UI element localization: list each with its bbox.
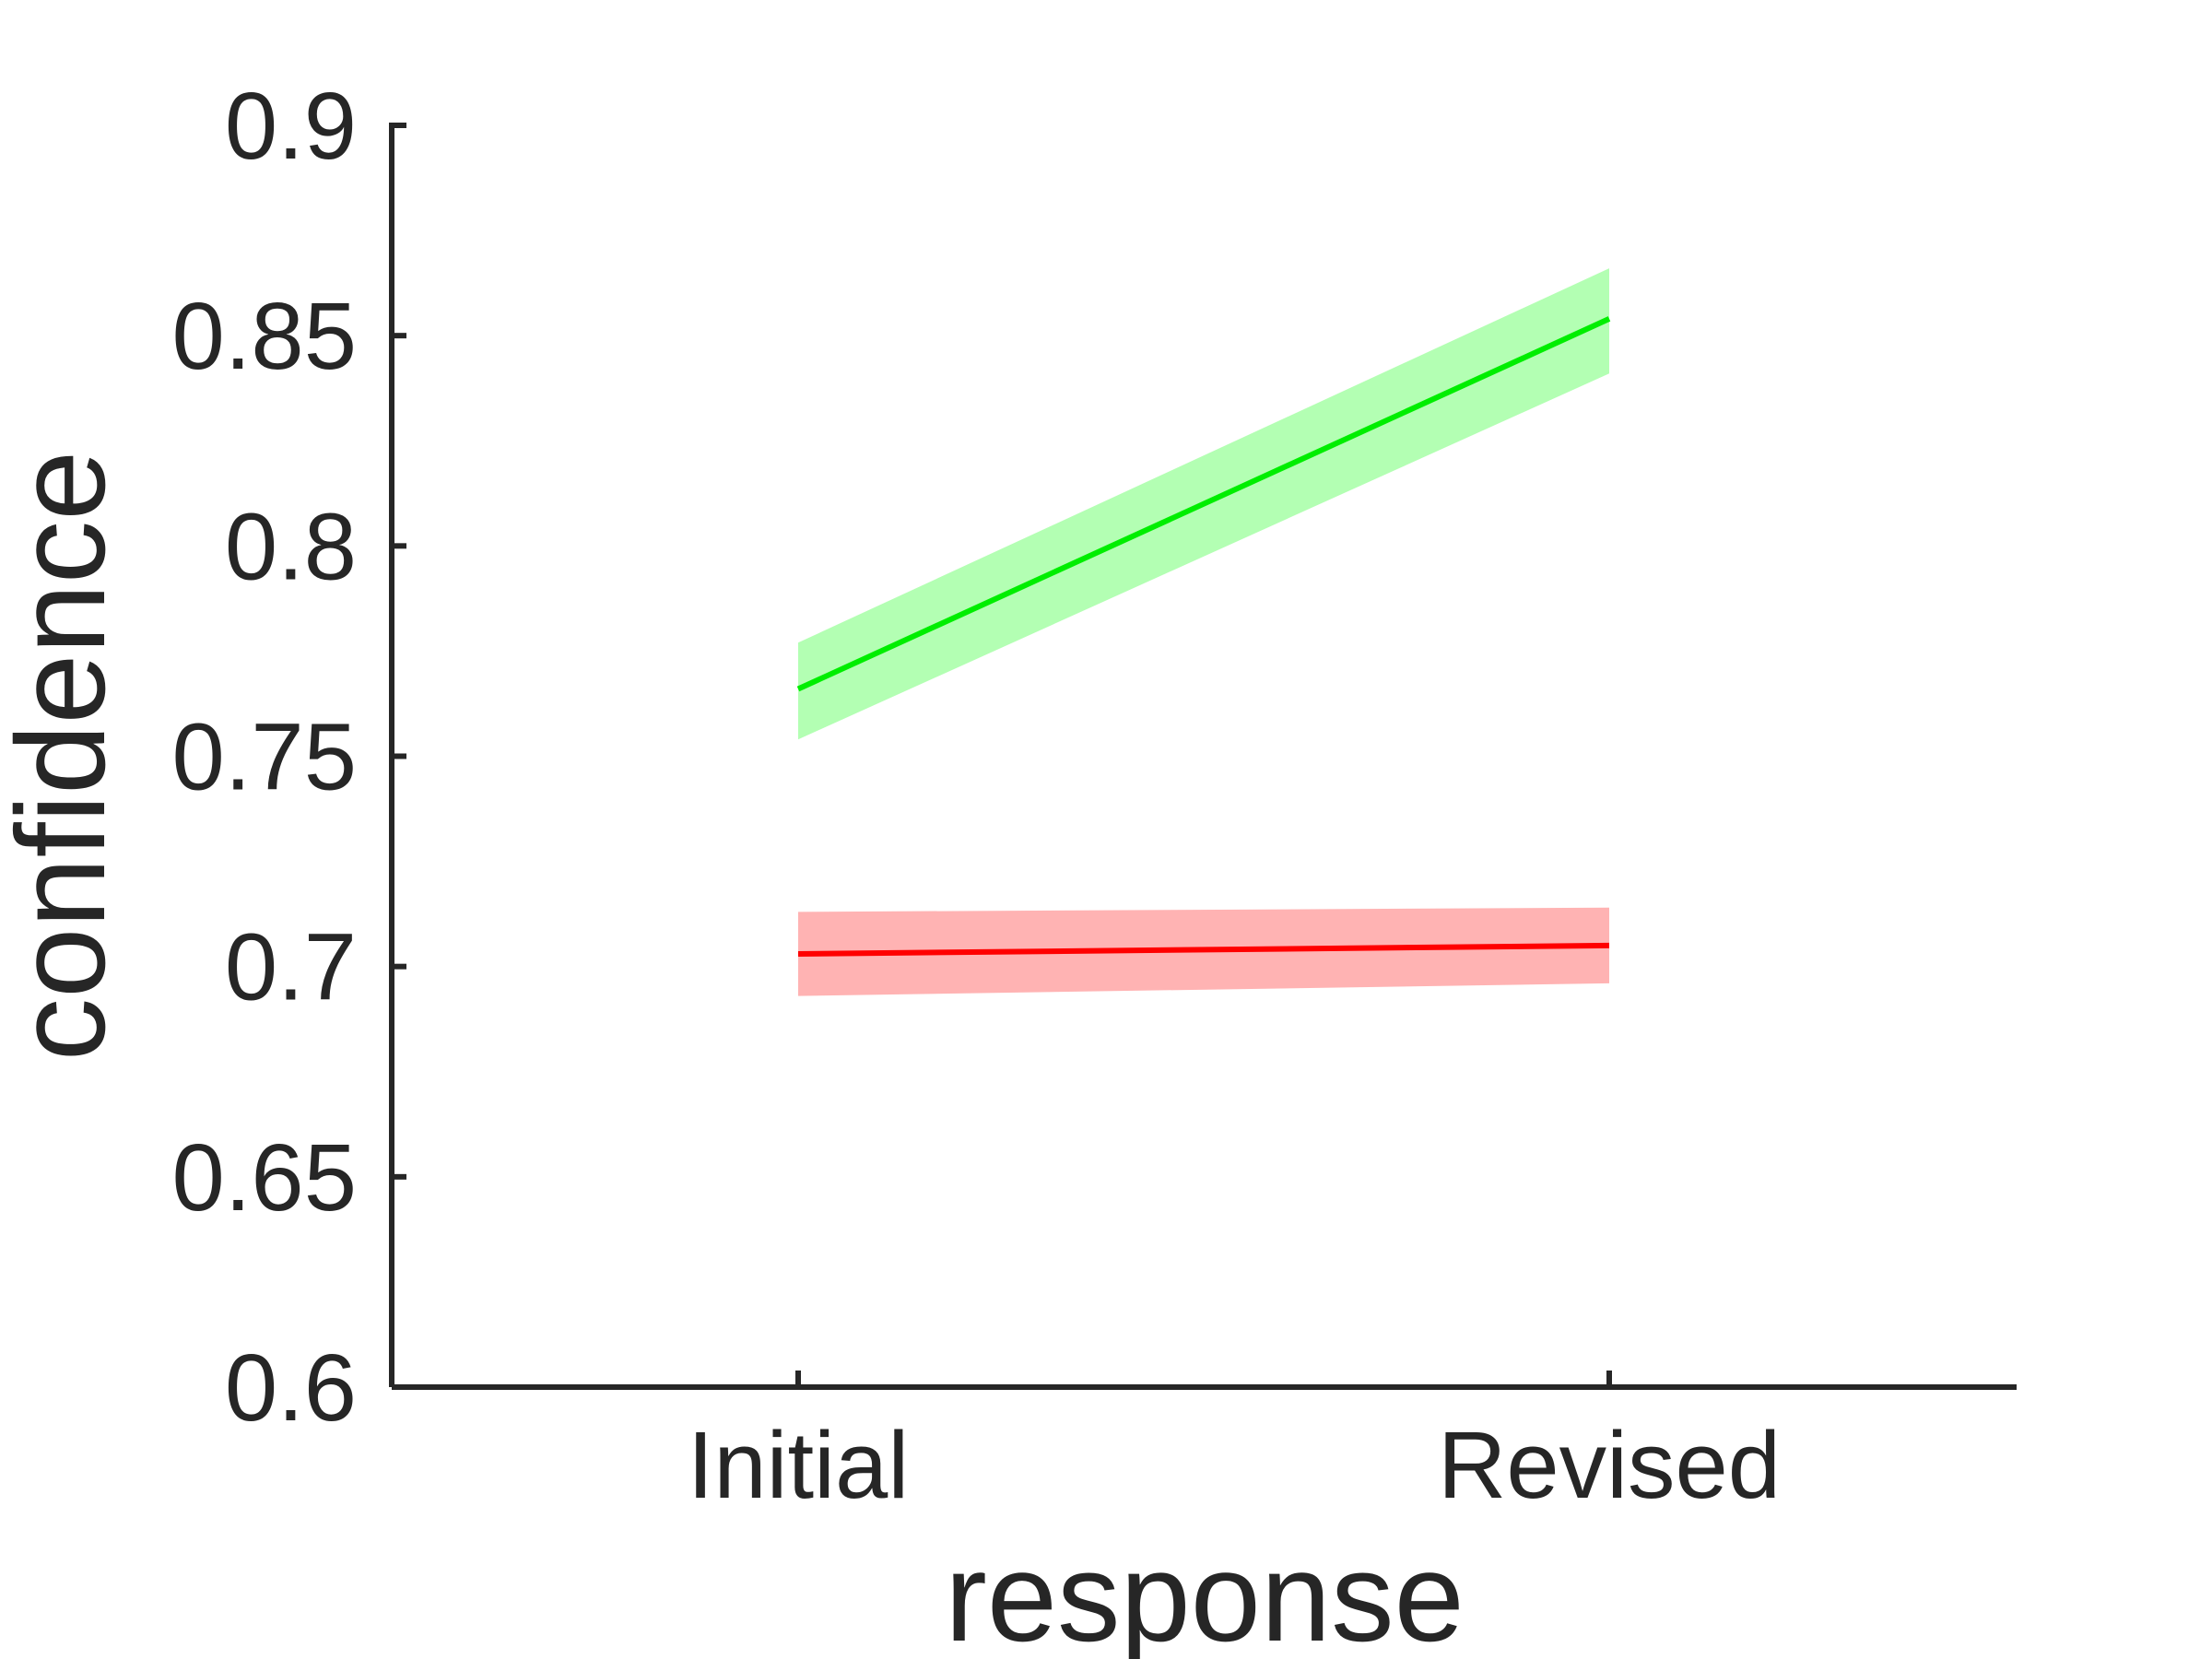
series-line-0 (796, 316, 1611, 692)
y-tick-label: 0.75 (172, 704, 357, 810)
y-tick-label: 0.7 (225, 914, 357, 1020)
series-line-1 (797, 942, 1610, 957)
y-ticks: 0.6 0.65 0.7 0.75 0.8 0.85 0.9 (172, 73, 406, 1441)
y-tick-label: 0.85 (172, 283, 357, 389)
x-ticks: Initial Revised (688, 1371, 1781, 1518)
axes (389, 123, 2017, 1390)
y-tick-label: 0.6 (225, 1335, 357, 1441)
y-tick-label: 0.65 (172, 1124, 357, 1230)
x-tick-label: Initial (688, 1412, 909, 1518)
y-tick-label: 0.9 (225, 73, 357, 179)
x-tick-label: Revised (1438, 1412, 1781, 1518)
x-axis-title: response (945, 1527, 1465, 1659)
y-axis-title: confidence (0, 451, 132, 1062)
series-lines (796, 316, 1611, 957)
y-tick-label: 0.8 (225, 493, 357, 599)
